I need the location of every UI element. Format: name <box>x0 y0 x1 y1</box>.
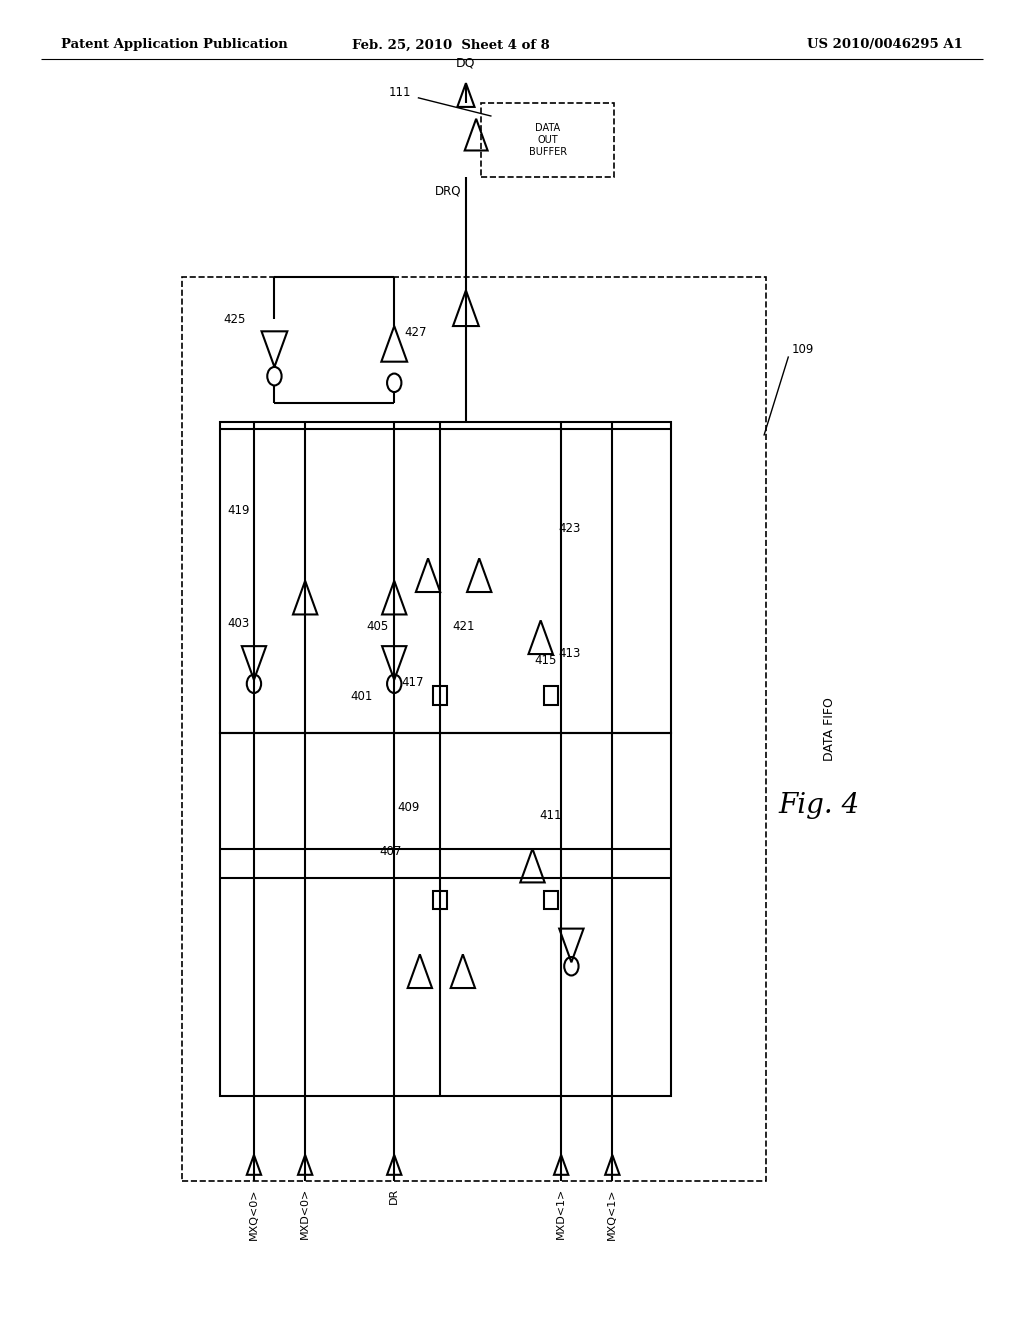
Text: 407: 407 <box>379 845 401 858</box>
Text: 413: 413 <box>558 647 581 660</box>
Text: 411: 411 <box>540 809 562 822</box>
Text: Fig. 4: Fig. 4 <box>778 792 859 818</box>
Text: 405: 405 <box>367 620 389 634</box>
Text: 423: 423 <box>558 521 581 535</box>
Bar <box>481 103 614 177</box>
Text: 427: 427 <box>404 326 427 339</box>
Text: 419: 419 <box>227 504 250 517</box>
Bar <box>544 686 558 705</box>
Text: US 2010/0046295 A1: US 2010/0046295 A1 <box>807 38 963 51</box>
Text: 401: 401 <box>350 690 373 704</box>
Text: 409: 409 <box>397 801 420 814</box>
Text: DQ: DQ <box>456 57 476 70</box>
Text: Feb. 25, 2010  Sheet 4 of 8: Feb. 25, 2010 Sheet 4 of 8 <box>351 38 550 51</box>
Text: MXD<1>: MXD<1> <box>556 1188 566 1239</box>
Text: DRQ: DRQ <box>435 185 462 198</box>
Text: 415: 415 <box>535 653 557 667</box>
Text: Patent Application Publication: Patent Application Publication <box>61 38 288 51</box>
Bar <box>220 733 671 1096</box>
Text: DATA FIFO: DATA FIFO <box>823 697 836 762</box>
Text: 425: 425 <box>223 313 246 326</box>
Text: DATA
OUT
BUFFER: DATA OUT BUFFER <box>528 123 567 157</box>
Text: 109: 109 <box>792 343 814 356</box>
Text: 403: 403 <box>227 616 250 630</box>
Text: 421: 421 <box>453 620 475 634</box>
Text: MXQ<0>: MXQ<0> <box>249 1188 259 1239</box>
Text: MXQ<1>: MXQ<1> <box>607 1188 617 1239</box>
Bar <box>220 422 671 733</box>
Text: DR: DR <box>389 1188 399 1204</box>
Text: 111: 111 <box>389 86 412 99</box>
Bar <box>433 686 447 705</box>
Text: MXD<0>: MXD<0> <box>300 1188 310 1239</box>
Bar <box>544 891 558 909</box>
Bar <box>182 277 766 1181</box>
Bar <box>433 891 447 909</box>
Text: 417: 417 <box>401 676 424 689</box>
